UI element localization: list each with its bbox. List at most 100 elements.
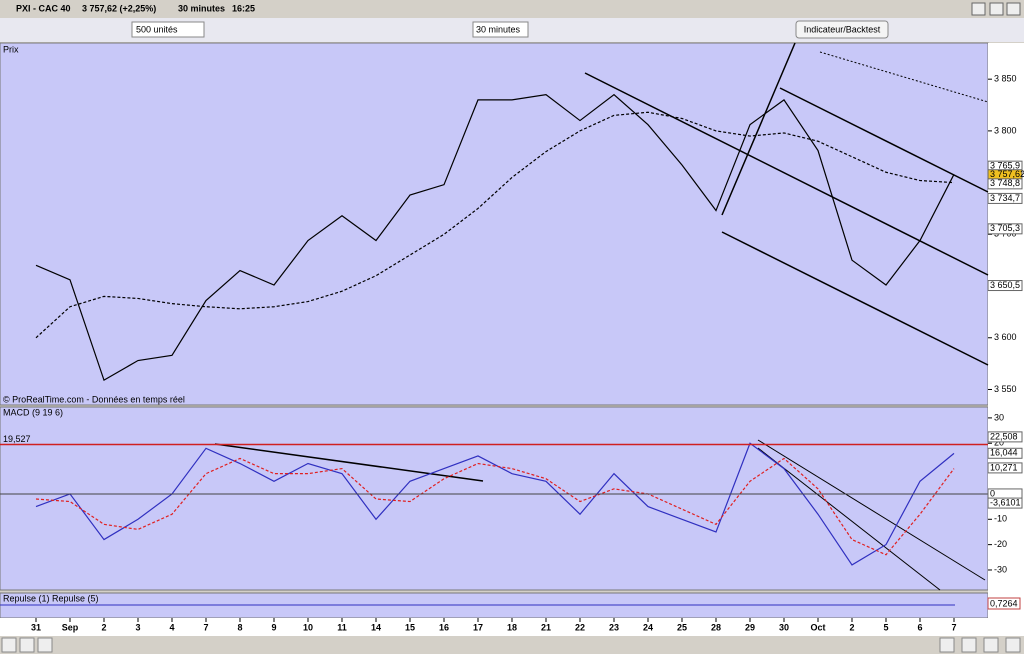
x-tick-label: 31 [31,622,41,632]
window-time: 16:25 [232,3,255,13]
close-button[interactable] [1006,2,1021,16]
x-tick-label: 3 [135,622,140,632]
minimize-button[interactable] [971,2,986,16]
zoom-button[interactable] [1005,637,1021,653]
macd-panel [0,406,989,591]
x-tick-label: 18 [507,622,517,632]
price-tag-label: 3 734,7 [990,193,1020,203]
y-tick-label: 3 850 [994,74,1017,84]
series-line [35,457,955,556]
x-tick-label: 7 [951,622,956,632]
x-tick-label: 5 [883,622,888,632]
level-label: 19,527 [3,434,31,444]
y-tick-label: -30 [994,564,1007,574]
price-panel [0,42,989,406]
x-tick-label: 8 [237,622,242,632]
price-tag-label: 3 748,8 [990,178,1020,188]
x-tick-label: 9 [271,622,276,632]
macd-tag-label: -3,6101 [990,497,1021,507]
x-tick-label: 22 [575,622,585,632]
y-tick-label: 3 600 [994,332,1017,342]
macd-tag-label: 0 [990,488,995,498]
series-line [35,442,955,566]
window-symbol: PXI - CAC 40 [16,3,71,13]
period-label: 30 minutes [476,24,521,34]
price-panel-label: Prix [3,44,19,54]
trend-line [584,72,989,276]
price-tag [987,223,1023,235]
y-tick-label: 3 550 [994,384,1017,394]
y-tick-label: 30 [994,412,1004,422]
window-quote: 3 757,62 (+2,25%) [82,3,156,13]
y-tick-label: 3 800 [994,125,1017,135]
x-tick-label: 10 [303,622,313,632]
y-tick-label: 20 [994,438,1004,448]
zoom-in-button[interactable] [961,637,977,653]
zoom-out-button[interactable] [983,637,999,653]
price-tag [987,280,1023,292]
macd-tag [987,462,1023,474]
x-tick-label: 2 [101,622,106,632]
trend-line [721,231,989,366]
price-tag [987,178,1023,190]
trend-line [214,443,484,482]
macd-tag [987,431,1023,443]
units-select[interactable] [131,21,205,38]
price-tag-label: 3 757,62 [990,169,1024,179]
x-tick-label: Sep [62,622,79,632]
tool-button[interactable] [19,637,35,653]
tool-button[interactable] [1,637,17,653]
x-tick-label: 2 [849,622,854,632]
x-tick-label: 7 [203,622,208,632]
x-tick-label: Oct [810,622,825,632]
x-tick-label: 29 [745,622,755,632]
x-tick-label: 24 [643,622,653,632]
price-tag [987,192,1023,204]
x-tick-label: 30 [779,622,789,632]
trend-line [819,51,989,103]
repulse-tag [987,597,1021,610]
y-tick-label: -20 [994,539,1007,549]
units-label: 500 unités [136,24,178,34]
x-tick-label: 28 [711,622,721,632]
maximize-button[interactable] [989,2,1004,16]
x-tick-label: 17 [473,622,483,632]
macd-tag-label: 16,044 [990,448,1018,458]
price-tag-label: 3 705,3 [990,223,1020,233]
watermark: © ProRealTime.com - Données en temps rée… [3,394,185,404]
x-tick-label: 16 [439,622,449,632]
trend-line [757,447,941,591]
macd-tag-label: 22,508 [990,431,1018,441]
right-axis [988,43,1024,618]
macd-tag [987,497,1023,509]
period-select[interactable] [472,21,529,38]
price-tag-label: 3 650,5 [990,280,1020,290]
window-interval: 30 minutes [178,3,225,13]
macd-tag [987,447,1023,459]
x-tick-label: 11 [337,622,347,632]
indicator-button[interactable] [795,20,889,39]
x-tick-label: 23 [609,622,619,632]
x-tick-label: 6 [917,622,922,632]
x-tick-label: 25 [677,622,687,632]
x-tick-label: 14 [371,622,381,632]
repulse-tag-label: 0,7264 [990,598,1018,608]
trend-line [757,439,986,581]
price-tag-label: 3 765,9 [990,161,1020,171]
macd-tag-label: 10,271 [990,462,1018,472]
x-tick-label: 15 [405,622,415,632]
macd-panel-label: MACD (9 19 6) [3,407,63,417]
x-tick-label: 4 [169,622,174,632]
tool-button[interactable] [37,637,53,653]
bottom-axis [0,618,1024,636]
tool-button[interactable] [939,637,955,653]
repulse-panel-label: Repulse (1) Repulse (5) [3,593,99,603]
series-line [35,93,955,382]
series-line [35,111,955,339]
title-bar [0,0,1024,18]
y-tick-label: -10 [994,514,1007,524]
indicator-label: Indicateur/Backtest [804,24,881,34]
x-tick-label: 21 [541,622,551,632]
trend-line [721,42,796,216]
